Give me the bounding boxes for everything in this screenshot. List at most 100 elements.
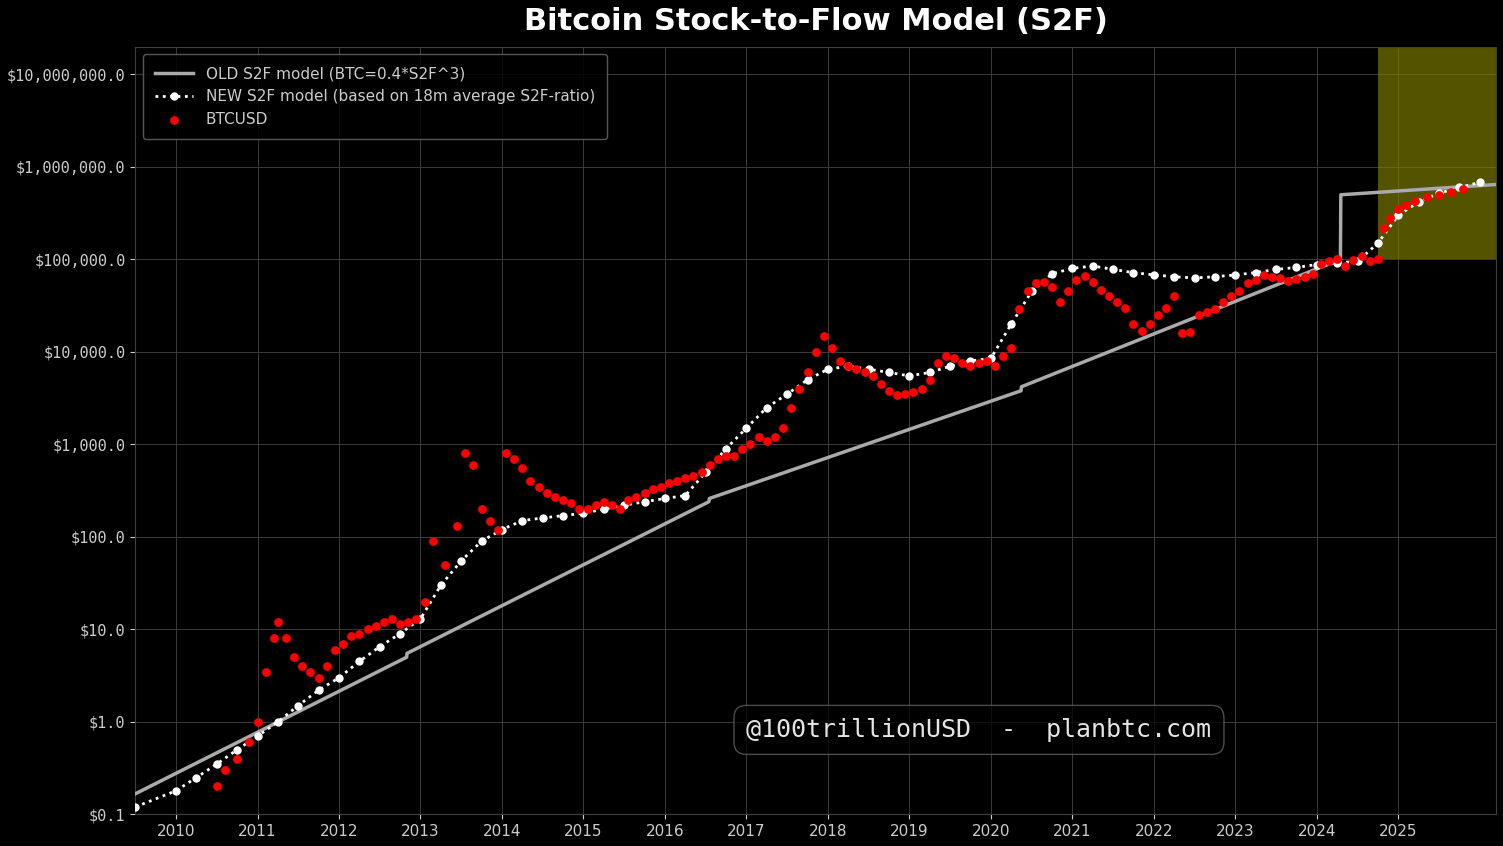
BTCUSD bbox=[1309, 257, 1333, 271]
OLD S2F model (BTC=0.4*S2F^3) bbox=[365, 668, 383, 678]
BTCUSD bbox=[1235, 277, 1260, 290]
BTCUSD bbox=[397, 615, 421, 629]
BTCUSD bbox=[1276, 275, 1300, 288]
BTCUSD bbox=[706, 452, 730, 465]
BTCUSD bbox=[299, 665, 323, 678]
Point bbox=[1452, 182, 1476, 195]
NEW S2F model (based on 18m average S2F-ratio) bbox=[1186, 273, 1204, 283]
OLD S2F model (BTC=0.4*S2F^3) bbox=[159, 772, 177, 783]
Line: NEW S2F model (based on 18m average S2F-ratio): NEW S2F model (based on 18m average S2F-… bbox=[132, 179, 1483, 810]
BTCUSD bbox=[262, 632, 286, 645]
BTCUSD bbox=[421, 535, 445, 548]
Line: OLD S2F model (BTC=0.4*S2F^3): OLD S2F model (BTC=0.4*S2F^3) bbox=[95, 184, 1500, 815]
BTCUSD bbox=[764, 431, 788, 444]
BTCUSD bbox=[347, 627, 371, 640]
BTCUSD bbox=[1130, 324, 1154, 338]
Point bbox=[1414, 190, 1438, 204]
BTCUSD bbox=[1195, 305, 1219, 319]
BTCUSD bbox=[821, 341, 845, 354]
BTCUSD bbox=[331, 637, 355, 651]
NEW S2F model (based on 18m average S2F-ratio) bbox=[472, 536, 490, 547]
NEW S2F model (based on 18m average S2F-ratio) bbox=[717, 443, 735, 453]
BTCUSD bbox=[1202, 302, 1226, 316]
BTCUSD bbox=[340, 629, 364, 643]
NEW S2F model (based on 18m average S2F-ratio) bbox=[1369, 238, 1387, 248]
BTCUSD bbox=[697, 459, 721, 472]
BTCUSD bbox=[714, 449, 738, 463]
Text: @100trillionUSD  -  planbtc.com: @100trillionUSD - planbtc.com bbox=[747, 718, 1211, 742]
BTCUSD bbox=[213, 763, 237, 777]
BTCUSD bbox=[225, 752, 249, 766]
BTCUSD bbox=[942, 352, 966, 365]
BTCUSD bbox=[755, 434, 779, 448]
BTCUSD bbox=[1333, 259, 1357, 272]
BTCUSD bbox=[1269, 272, 1293, 285]
BTCUSD bbox=[640, 482, 664, 496]
BTCUSD bbox=[609, 503, 633, 516]
BTCUSD bbox=[681, 470, 705, 483]
BTCUSD bbox=[254, 665, 278, 678]
BTCUSD bbox=[852, 365, 876, 379]
BTCUSD bbox=[323, 643, 347, 656]
BTCUSD bbox=[666, 475, 690, 488]
BTCUSD bbox=[511, 462, 535, 475]
BTCUSD bbox=[1162, 289, 1186, 303]
BTCUSD bbox=[1228, 285, 1252, 299]
BTCUSD bbox=[592, 495, 616, 508]
OLD S2F model (BTC=0.4*S2F^3) bbox=[240, 731, 259, 741]
BTCUSD bbox=[567, 503, 591, 516]
BTCUSD bbox=[1088, 283, 1112, 296]
BTCUSD bbox=[461, 459, 485, 472]
NEW S2F model (based on 18m average S2F-ratio) bbox=[350, 656, 368, 667]
BTCUSD bbox=[1145, 308, 1169, 321]
BTCUSD bbox=[966, 357, 990, 371]
OLD S2F model (BTC=0.4*S2F^3) bbox=[1348, 189, 1366, 199]
Point bbox=[1372, 221, 1396, 234]
BTCUSD bbox=[1326, 253, 1350, 266]
BTCUSD bbox=[526, 480, 550, 493]
BTCUSD bbox=[404, 612, 428, 625]
NEW S2F model (based on 18m average S2F-ratio) bbox=[126, 802, 144, 812]
BTCUSD bbox=[485, 523, 510, 536]
BTCUSD bbox=[633, 486, 657, 499]
BTCUSD bbox=[266, 615, 290, 629]
BTCUSD bbox=[283, 651, 307, 664]
BTCUSD bbox=[738, 437, 762, 451]
BTCUSD bbox=[502, 452, 526, 465]
BTCUSD bbox=[616, 493, 640, 507]
BTCUSD bbox=[861, 369, 885, 382]
BTCUSD bbox=[478, 514, 502, 527]
BTCUSD bbox=[1366, 253, 1390, 266]
BTCUSD bbox=[804, 345, 828, 359]
BTCUSD bbox=[624, 490, 648, 503]
OLD S2F model (BTC=0.4*S2F^3) bbox=[827, 450, 845, 460]
BTCUSD bbox=[747, 431, 771, 444]
BTCUSD bbox=[649, 480, 673, 493]
OLD S2F model (BTC=0.4*S2F^3) bbox=[1121, 338, 1139, 349]
BTCUSD bbox=[812, 329, 836, 343]
BTCUSD bbox=[845, 362, 869, 376]
OLD S2F model (BTC=0.4*S2F^3) bbox=[1491, 179, 1503, 190]
BTCUSD bbox=[657, 476, 681, 490]
BTCUSD bbox=[1016, 285, 1040, 299]
BTCUSD bbox=[1024, 277, 1048, 290]
BTCUSD bbox=[454, 447, 478, 460]
BTCUSD bbox=[950, 357, 974, 371]
BTCUSD bbox=[433, 558, 457, 572]
BTCUSD bbox=[307, 671, 331, 684]
BTCUSD bbox=[274, 632, 298, 645]
BTCUSD bbox=[959, 360, 983, 373]
BTCUSD bbox=[552, 493, 576, 507]
BTCUSD bbox=[885, 388, 909, 402]
BTCUSD bbox=[999, 341, 1024, 354]
BTCUSD bbox=[1040, 281, 1064, 294]
BTCUSD bbox=[445, 519, 469, 533]
BTCUSD bbox=[1260, 270, 1284, 283]
BTCUSD bbox=[356, 623, 380, 636]
Point bbox=[1395, 198, 1419, 212]
BTCUSD bbox=[788, 382, 812, 395]
BTCUSD bbox=[1154, 301, 1178, 315]
BTCUSD bbox=[1357, 255, 1381, 268]
BTCUSD bbox=[380, 612, 404, 625]
BTCUSD bbox=[371, 615, 395, 629]
